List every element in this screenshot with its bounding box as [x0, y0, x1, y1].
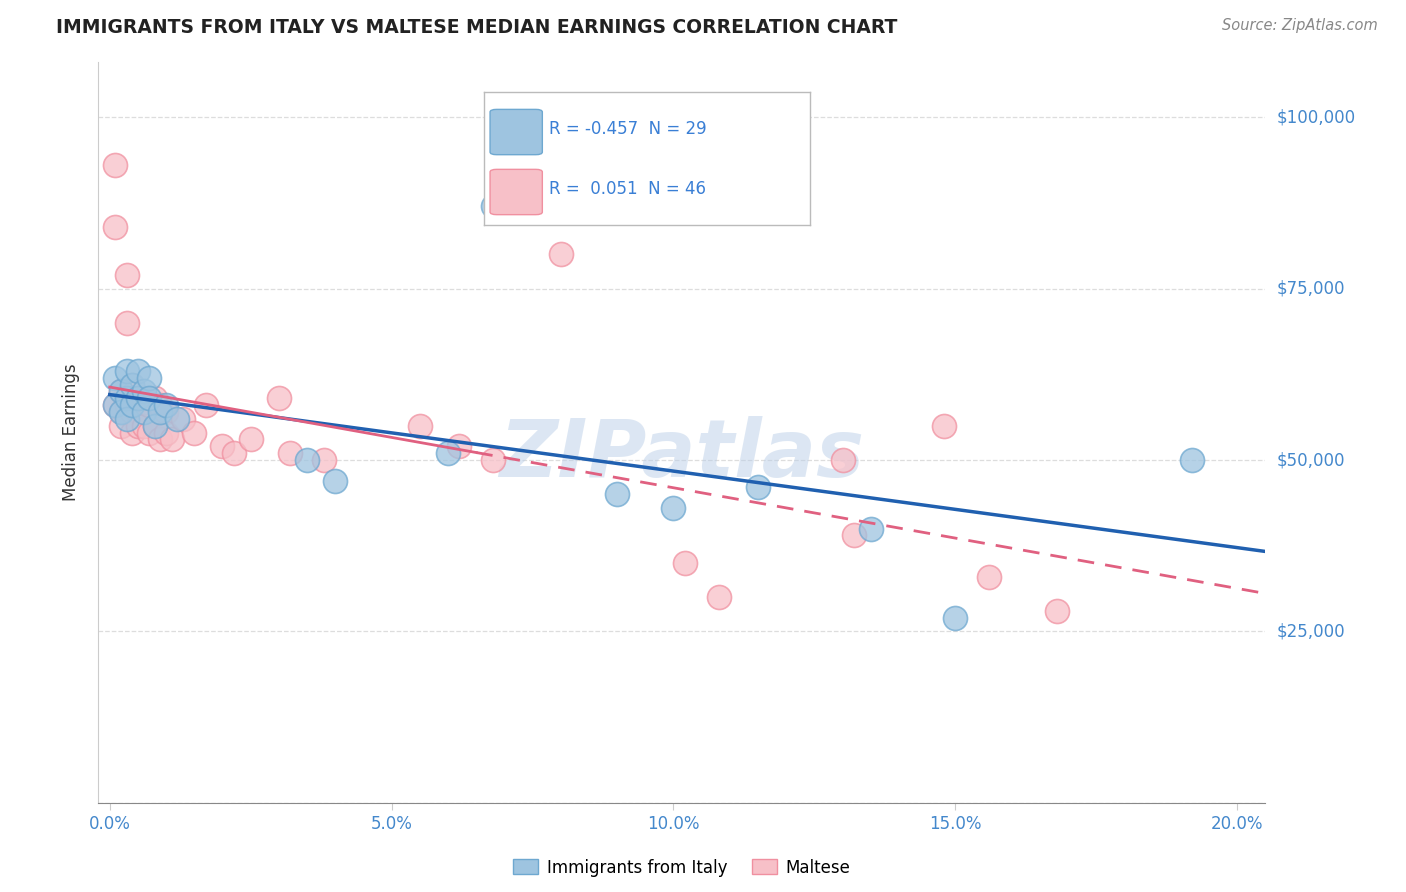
Point	[132, 418, 155, 433]
Point	[160, 433, 183, 447]
Point	[323, 474, 346, 488]
Point	[110, 384, 132, 399]
Point	[707, 590, 730, 604]
Point	[409, 418, 432, 433]
Text: $75,000: $75,000	[1277, 280, 1346, 298]
Point	[1046, 604, 1069, 618]
Point	[115, 268, 138, 282]
Point	[121, 398, 143, 412]
Point	[211, 439, 233, 453]
Point	[143, 418, 166, 433]
Point	[110, 384, 132, 399]
Point	[149, 398, 172, 412]
Point	[155, 398, 177, 412]
Point	[482, 199, 505, 213]
Point	[138, 398, 160, 412]
Point	[110, 405, 132, 419]
Point	[842, 528, 865, 542]
Point	[312, 453, 335, 467]
Point	[172, 412, 194, 426]
Point	[104, 398, 127, 412]
Point	[104, 158, 127, 172]
Y-axis label: Median Earnings: Median Earnings	[62, 364, 80, 501]
Point	[115, 316, 138, 330]
Point	[132, 405, 155, 419]
Point	[166, 412, 188, 426]
Text: $50,000: $50,000	[1277, 451, 1346, 469]
Point	[104, 371, 127, 385]
Point	[155, 405, 177, 419]
Point	[662, 501, 685, 516]
Point	[121, 405, 143, 419]
Point	[127, 392, 149, 406]
Point	[132, 384, 155, 399]
Point	[943, 610, 966, 624]
Text: IMMIGRANTS FROM ITALY VS MALTESE MEDIAN EARNINGS CORRELATION CHART: IMMIGRANTS FROM ITALY VS MALTESE MEDIAN …	[56, 18, 897, 37]
Point	[143, 392, 166, 406]
Point	[104, 219, 127, 234]
Point	[121, 425, 143, 440]
Legend: Immigrants from Italy, Maltese: Immigrants from Italy, Maltese	[506, 852, 858, 883]
Point	[239, 433, 262, 447]
Point	[194, 398, 217, 412]
Point	[127, 392, 149, 406]
Point	[149, 433, 172, 447]
Point	[149, 405, 172, 419]
Point	[127, 405, 149, 419]
Point	[673, 556, 696, 570]
Point	[127, 418, 149, 433]
Point	[121, 377, 143, 392]
Point	[449, 439, 471, 453]
Point	[222, 446, 245, 460]
Point	[104, 398, 127, 412]
Text: Source: ZipAtlas.com: Source: ZipAtlas.com	[1222, 18, 1378, 33]
Text: $25,000: $25,000	[1277, 623, 1346, 640]
Point	[138, 425, 160, 440]
Point	[127, 364, 149, 378]
Point	[932, 418, 955, 433]
Point	[110, 405, 132, 419]
Text: ZIPatlas: ZIPatlas	[499, 416, 865, 494]
Point	[115, 398, 138, 412]
Point	[295, 453, 318, 467]
Point	[115, 392, 138, 406]
Point	[278, 446, 301, 460]
Point	[550, 247, 572, 261]
Text: $100,000: $100,000	[1277, 108, 1355, 127]
Point	[606, 487, 628, 501]
Point	[267, 392, 290, 406]
Point	[138, 392, 160, 406]
Point	[143, 418, 166, 433]
Point	[132, 392, 155, 406]
Point	[1181, 453, 1204, 467]
Point	[482, 453, 505, 467]
Point	[183, 425, 205, 440]
Point	[831, 453, 853, 467]
Point	[437, 446, 460, 460]
Point	[747, 480, 769, 494]
Point	[138, 371, 160, 385]
Point	[115, 364, 138, 378]
Point	[155, 425, 177, 440]
Point	[115, 412, 138, 426]
Point	[979, 569, 1001, 583]
Point	[110, 418, 132, 433]
Point	[859, 522, 882, 536]
Point	[121, 377, 143, 392]
